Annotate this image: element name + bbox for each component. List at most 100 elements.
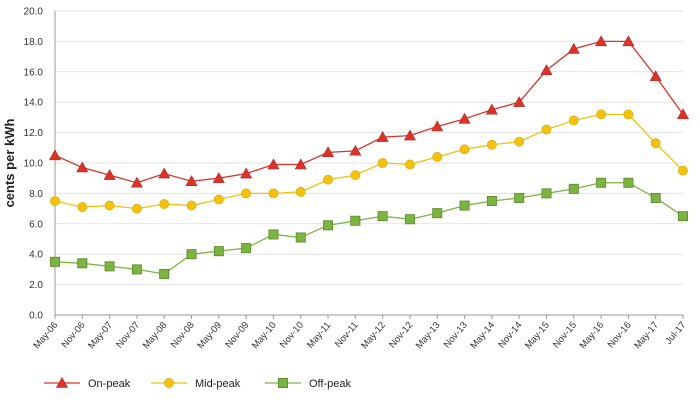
data-point-off-peak (159, 268, 170, 279)
data-point-mid-peak (159, 199, 170, 209)
data-point-mid-peak (77, 202, 88, 212)
data-point-mid-peak (350, 170, 361, 181)
data-point-off-peak (241, 243, 252, 254)
x-tick-label: Nov-06 (59, 320, 87, 351)
data-point-off-peak (623, 177, 634, 188)
data-point-mid-peak (132, 203, 142, 214)
y-tick-label: 18.0 (24, 37, 44, 48)
series-mid-peak (50, 109, 688, 214)
x-tick-label: May-13 (414, 320, 443, 351)
y-tick-label: 0.0 (29, 311, 43, 322)
y-tick-label: 10.0 (24, 159, 44, 170)
data-point-off-peak (596, 177, 607, 188)
data-point-on-peak (567, 42, 580, 54)
data-point-on-peak (267, 158, 280, 170)
data-point-off-peak (350, 215, 361, 226)
y-tick-label: 2.0 (29, 280, 43, 291)
y-tick-label: 12.0 (24, 128, 44, 139)
data-point-mid-peak (377, 158, 388, 168)
data-point-on-peak (403, 129, 416, 141)
data-point-off-peak (186, 249, 197, 260)
y-tick-label: 8.0 (29, 189, 43, 200)
x-tick-label: Nov-16 (606, 320, 634, 351)
data-point-off-peak (486, 195, 497, 206)
x-tick-label: Nov-07 (114, 320, 142, 351)
data-point-off-peak (404, 214, 415, 225)
data-point-mid-peak (432, 152, 443, 162)
data-point-off-peak (323, 220, 334, 231)
data-point-off-peak (650, 192, 661, 203)
x-tick-label: May-14 (468, 320, 497, 351)
x-tick-label: Nov-12 (387, 320, 415, 351)
data-point-on-peak (322, 146, 335, 158)
x-tick-label: Jul-17 (663, 320, 688, 347)
series-line-off-peak (54, 182, 684, 275)
data-point-mid-peak (514, 136, 525, 147)
x-tick-label: May-08 (141, 320, 170, 351)
data-point-mid-peak (541, 124, 552, 135)
data-point-off-peak (459, 200, 470, 211)
data-point-mid-peak (104, 200, 115, 211)
data-point-on-peak (540, 64, 553, 75)
x-tick-label: Nov-15 (551, 320, 579, 351)
gridlines (55, 10, 683, 316)
legend-item-off-peak: Off-peak (265, 377, 351, 390)
data-point-mid-peak (678, 165, 688, 176)
legend-label-off-peak: Off-peak (309, 378, 351, 390)
data-point-on-peak (676, 108, 690, 120)
x-tick-label: Nov-13 (442, 320, 470, 351)
data-point-off-peak (678, 211, 689, 222)
data-point-on-peak (76, 161, 89, 173)
data-point-off-peak (568, 183, 579, 194)
series-on-peak (48, 35, 690, 188)
data-point-on-peak (349, 144, 362, 156)
x-tick-label: May-16 (578, 320, 607, 351)
data-point-off-peak (50, 256, 61, 267)
data-point-mid-peak (459, 144, 470, 155)
data-point-on-peak (294, 158, 307, 170)
x-tick-label: May-12 (359, 320, 388, 351)
data-point-on-peak (649, 70, 662, 82)
legend-item-on-peak: On-peak (44, 376, 131, 390)
data-point-mid-peak (568, 115, 579, 126)
data-point-off-peak (131, 264, 142, 275)
data-point-mid-peak (241, 188, 252, 199)
x-tick-label: Nov-08 (169, 320, 197, 351)
data-point-mid-peak (295, 186, 306, 197)
data-point-off-peak (104, 261, 115, 272)
x-tick-label: May-06 (32, 320, 61, 351)
data-point-on-peak (485, 103, 498, 115)
data-point-off-peak (377, 211, 388, 222)
x-tick-label: Nov-11 (333, 320, 361, 350)
data-point-off-peak (213, 246, 224, 257)
legend: On-peak Mid-peak Off-peak (44, 376, 351, 390)
legend-marker-off-peak (277, 377, 288, 388)
series-off-peak (50, 177, 689, 279)
data-point-on-peak (431, 120, 444, 132)
y-tick-label: 20.0 (24, 7, 44, 18)
data-point-mid-peak (213, 194, 224, 205)
data-point-mid-peak (186, 200, 197, 211)
data-point-on-peak (48, 149, 62, 161)
data-point-off-peak (432, 208, 443, 219)
data-point-off-peak (541, 188, 552, 199)
data-point-mid-peak (650, 138, 661, 149)
data-point-off-peak (514, 192, 525, 203)
y-tick-label: 6.0 (29, 219, 43, 230)
y-tick-label: 14.0 (24, 98, 44, 109)
data-point-on-peak (622, 35, 635, 47)
data-point-off-peak (268, 229, 279, 240)
series-line-mid-peak (54, 113, 684, 210)
data-point-on-peak (240, 167, 253, 179)
data-point-mid-peak (596, 109, 606, 120)
data-point-off-peak (295, 232, 306, 243)
data-point-mid-peak (323, 174, 333, 185)
data-point-on-peak (458, 112, 471, 124)
y-tick-label: 4.0 (29, 250, 43, 261)
series-line-on-peak (54, 40, 684, 184)
x-tick-label: May-10 (250, 320, 279, 351)
data-point-off-peak (77, 258, 88, 269)
y-axis-label: cents per kWh (2, 119, 17, 208)
x-tick-label: Nov-09 (223, 320, 251, 351)
legend-label-on-peak: On-peak (88, 378, 131, 390)
